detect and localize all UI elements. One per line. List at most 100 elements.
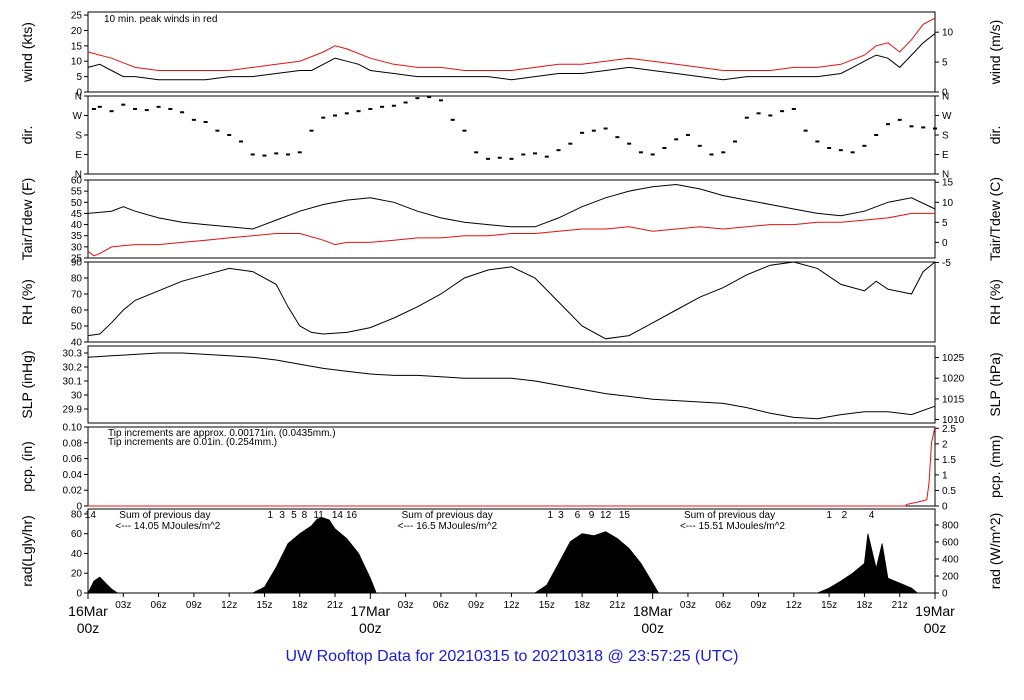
hour-marker-label: 4 xyxy=(869,510,875,521)
y-tick-label: 25 xyxy=(71,254,83,265)
direction-point xyxy=(285,153,290,156)
hour-marker-label: 14 xyxy=(85,510,97,521)
y-tick-label-right: 600 xyxy=(942,538,959,549)
direction-point xyxy=(97,105,102,108)
y-tick-label: 5 xyxy=(76,72,82,83)
y-axis-label-right: wind (m/s) xyxy=(987,20,1003,86)
y-tick-label: 0 xyxy=(76,589,82,600)
x-tick-label: 12z xyxy=(503,600,519,611)
direction-point xyxy=(556,149,561,152)
y-tick-label: 0 xyxy=(76,88,82,99)
y-tick-label: 60 xyxy=(71,176,83,187)
series-line-wind xyxy=(87,33,936,81)
wind-annotation: 10 min. peak winds in red xyxy=(104,14,217,25)
y-tick-label-right: 5 xyxy=(942,58,948,69)
y-tick-label-right: 0.5 xyxy=(942,486,956,497)
x-day-label: 18Mar xyxy=(633,603,673,619)
direction-point xyxy=(274,152,279,155)
y-tick-label: S xyxy=(75,131,82,142)
y-tick-label: 0.04 xyxy=(63,470,83,481)
direction-point xyxy=(391,104,396,107)
direction-point xyxy=(297,151,302,154)
x-tick-label: 15z xyxy=(256,600,272,611)
direction-point xyxy=(215,129,220,132)
direction-point xyxy=(580,131,585,134)
direction-point xyxy=(638,151,643,154)
series-line-temp xyxy=(87,183,936,230)
x-tick-label: 09z xyxy=(186,600,202,611)
y-tick-label: 80 xyxy=(71,509,83,520)
direction-point xyxy=(874,134,879,136)
y-tick-label: 30 xyxy=(71,391,83,402)
direction-point xyxy=(756,112,761,115)
x-tick-label: 21z xyxy=(327,600,343,611)
direction-point xyxy=(227,134,232,136)
direction-point xyxy=(544,155,549,158)
y-tick-label-right: E xyxy=(942,150,949,161)
direction-point xyxy=(509,157,514,160)
daily-sum-title: Sum of previous day xyxy=(684,510,775,521)
y-axis-label-right: RH (%) xyxy=(987,279,1003,325)
series-line-slp xyxy=(87,352,936,420)
daily-sum-value: <--- 14.05 MJoules/m^2 xyxy=(115,521,220,532)
direction-point xyxy=(685,134,690,136)
y-tick-label: 35 xyxy=(71,231,83,242)
hour-marker-label: 8 xyxy=(302,510,308,521)
series-line-wind xyxy=(87,17,936,71)
hour-marker-label: 1 xyxy=(826,510,832,521)
pcp-note: Tip increments are 0.01in. (0.254mm.) xyxy=(108,437,277,448)
y-tick-label-right: 5 xyxy=(942,218,948,229)
y-tick-label: 40 xyxy=(71,549,83,560)
y-tick-label-right: -5 xyxy=(942,258,951,269)
direction-point xyxy=(568,142,573,145)
direction-point xyxy=(933,127,937,130)
y-axis-label: dir. xyxy=(19,126,35,145)
direction-point xyxy=(133,108,138,110)
y-tick-label-right: 200 xyxy=(942,572,959,583)
x-tick-label: 15z xyxy=(821,600,837,611)
y-tick-label: 30.1 xyxy=(63,377,83,388)
page-title: UW Rooftop Data for 20210315 to 20210318… xyxy=(285,648,739,665)
direction-point xyxy=(485,157,490,160)
y-tick-label-right: 10 xyxy=(942,198,954,209)
direction-point xyxy=(521,153,526,156)
series-line-pcp xyxy=(88,426,936,507)
direction-point xyxy=(497,156,502,159)
hour-marker-label: 9 xyxy=(589,510,595,521)
direction-point xyxy=(121,103,126,106)
y-tick-label-right: 1015 xyxy=(942,394,965,405)
y-tick-label: 29.9 xyxy=(63,405,83,416)
y-axis-label-right: dir. xyxy=(987,126,1003,145)
direction-point xyxy=(180,111,185,114)
panel-wind xyxy=(84,11,939,93)
direction-point xyxy=(427,96,432,99)
y-tick-label-right: 0 xyxy=(942,88,948,99)
y-tick-label: 70 xyxy=(71,290,83,301)
daily-sum-value: <--- 16.5 MJoules/m^2 xyxy=(398,521,498,532)
direction-point xyxy=(721,151,726,154)
direction-point xyxy=(344,112,349,115)
panel-dir xyxy=(84,95,939,175)
direction-point xyxy=(909,125,914,128)
y-tick-label: 60 xyxy=(71,306,83,317)
y-tick-label: W xyxy=(73,111,83,122)
direction-point xyxy=(144,109,149,112)
y-tick-label: 10 xyxy=(71,57,83,68)
panel-slp xyxy=(84,345,939,424)
y-tick-label: 50 xyxy=(71,198,83,209)
x-tick-label: 03z xyxy=(398,600,414,611)
y-tick-label: 25 xyxy=(71,11,83,22)
direction-point xyxy=(650,153,655,156)
hour-marker-label: 3 xyxy=(558,510,564,521)
y-tick-label-right: 800 xyxy=(942,521,959,532)
panel-pcp xyxy=(84,426,939,507)
y-tick-label-right: 1020 xyxy=(942,374,965,385)
direction-point xyxy=(627,142,632,145)
y-tick-label-right: 400 xyxy=(942,555,959,566)
y-tick-label: 0.08 xyxy=(63,438,83,449)
direction-point xyxy=(674,138,679,141)
y-axis-label: RH (%) xyxy=(19,279,35,325)
direction-point xyxy=(662,147,667,149)
y-tick-label: 20 xyxy=(71,569,83,580)
direction-point xyxy=(368,108,373,110)
